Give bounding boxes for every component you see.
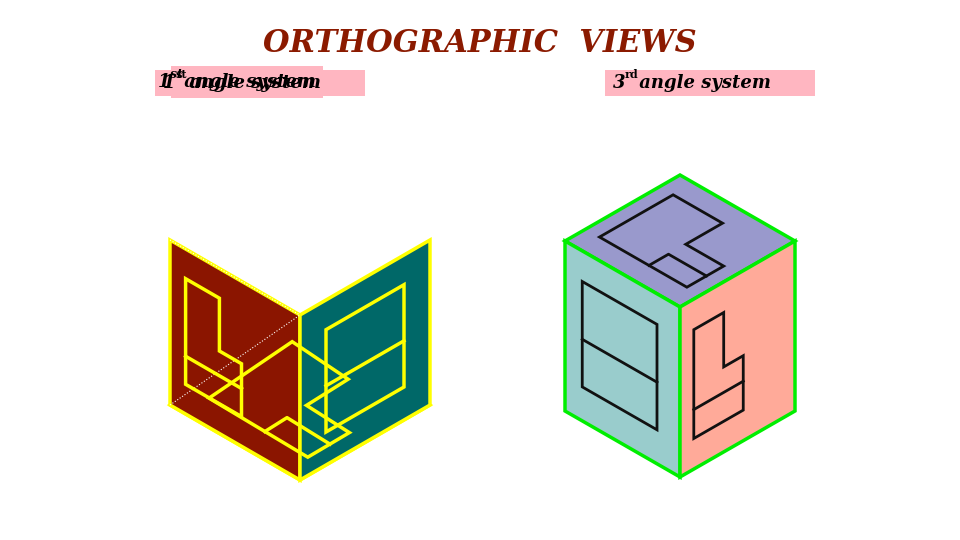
Polygon shape bbox=[565, 241, 680, 477]
Text: st: st bbox=[170, 68, 182, 80]
Text: angle system: angle system bbox=[183, 74, 321, 92]
Polygon shape bbox=[170, 240, 300, 480]
Text: 1: 1 bbox=[158, 73, 171, 91]
Text: rd: rd bbox=[625, 70, 638, 80]
Text: st: st bbox=[175, 70, 186, 80]
Polygon shape bbox=[680, 241, 795, 477]
Polygon shape bbox=[300, 240, 430, 480]
Text: angle system: angle system bbox=[178, 73, 316, 91]
Polygon shape bbox=[565, 175, 795, 307]
FancyBboxPatch shape bbox=[155, 70, 365, 96]
FancyBboxPatch shape bbox=[605, 70, 815, 96]
Text: 3: 3 bbox=[613, 74, 626, 92]
Text: 1: 1 bbox=[163, 74, 176, 92]
Text: ORTHOGRAPHIC  VIEWS: ORTHOGRAPHIC VIEWS bbox=[263, 28, 697, 59]
Text: angle system: angle system bbox=[633, 74, 771, 92]
Polygon shape bbox=[170, 315, 430, 480]
